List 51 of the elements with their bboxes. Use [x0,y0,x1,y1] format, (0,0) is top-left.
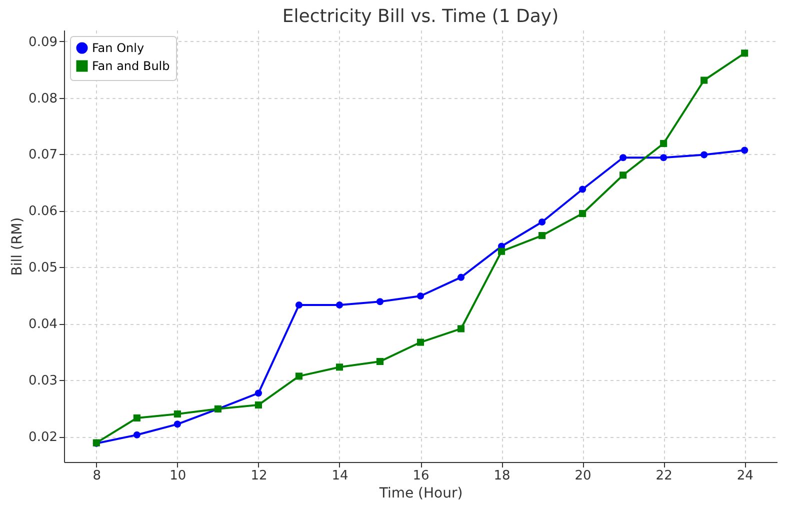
x-tick-label: 8 [92,468,102,484]
point [741,146,748,154]
point [700,76,708,84]
x-tick-label: 14 [332,468,348,484]
point [174,410,181,418]
point [660,154,668,162]
y-tick-label: 0.03 [28,374,58,389]
x-tick-label: 10 [170,468,186,484]
legend-label: Fan Only [92,41,144,55]
point [620,154,627,162]
x-tick-label: 12 [250,468,268,484]
point [660,140,668,148]
y-tick-label: 0.04 [28,317,58,332]
point [579,210,586,218]
y-tick-label: 0.09 [28,34,58,50]
x-tick-label: 18 [494,468,510,484]
point [376,298,384,306]
y-axis-title: Bill (RM) [10,217,26,276]
point [579,186,586,193]
x-axis-title: Time (Hour) [378,486,463,502]
y-tick-label: 0.02 [28,430,58,446]
point [295,372,302,380]
point [741,50,748,57]
point [620,172,627,179]
point [336,364,344,371]
point [416,338,424,346]
point [538,232,546,240]
x-tick-label: 22 [656,468,672,484]
x-tick-label: 24 [736,468,754,484]
x-tick-label: 20 [574,468,592,484]
point [336,301,344,309]
y-tick-label: 0.07 [28,148,58,163]
chart-title: Electricity Bill vs. Time (1 Day) [282,6,559,27]
point [133,414,140,422]
point [295,301,302,309]
y-tick-label: 0.06 [28,204,58,220]
point [700,151,708,158]
point [254,401,262,408]
point [174,420,181,428]
point [416,292,424,300]
x-tick-label: 16 [412,468,430,484]
point [254,390,262,397]
y-tick-label: 0.08 [28,91,58,106]
point [376,358,384,366]
legend-label: Fan and Bulb [92,59,170,73]
y-tick-label: 0.05 [28,260,58,276]
point [457,274,465,281]
point [538,218,546,226]
point [133,431,140,438]
point [498,248,506,255]
point [457,325,465,332]
